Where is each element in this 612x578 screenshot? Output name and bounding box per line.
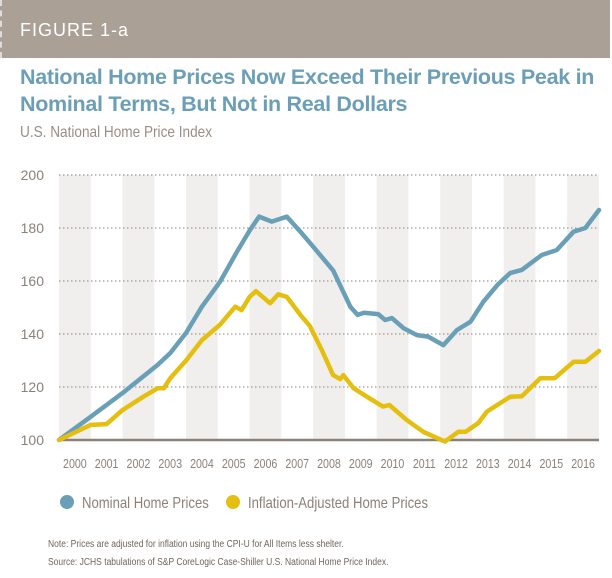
- figure-label: FIGURE 1-a: [20, 20, 130, 40]
- legend-marker: [226, 495, 240, 509]
- y-tick-label: 100: [21, 432, 45, 448]
- year-band: [59, 175, 91, 440]
- chart-subtitle: U.S. National Home Price Index: [20, 124, 212, 141]
- x-tick-label: 2012: [444, 456, 468, 471]
- legend-marker: [60, 495, 74, 509]
- source-text: Source: JCHS tabulations of S&P CoreLogi…: [48, 557, 389, 568]
- x-tick-label: 2006: [254, 456, 278, 471]
- y-tick-label: 120: [21, 379, 45, 395]
- x-tick-label: 2003: [158, 456, 182, 471]
- x-tick-label: 2016: [571, 456, 595, 471]
- x-tick-label: 2004: [190, 456, 214, 471]
- y-tick-label: 140: [21, 326, 45, 342]
- y-tick-label: 200: [21, 167, 45, 183]
- x-tick-label: 2013: [476, 456, 500, 471]
- x-tick-label: 2005: [222, 456, 246, 471]
- year-band: [376, 175, 409, 440]
- series-line-nominal: [56, 207, 602, 443]
- y-tick-label: 180: [21, 220, 45, 236]
- year-band: [249, 175, 282, 440]
- x-tick-label: 2001: [95, 456, 119, 471]
- x-tick-label: 2014: [508, 456, 532, 471]
- x-tick-label: 2002: [127, 456, 151, 471]
- chart-title: National Home Prices Now Exceed Their Pr…: [20, 65, 595, 116]
- x-tick-label: 2009: [349, 456, 373, 471]
- x-tick-label: 2010: [381, 456, 405, 471]
- figure-header-bar: FIGURE 1-a: [0, 0, 610, 58]
- x-tick-label: 2008: [317, 456, 341, 471]
- y-tick-label: 160: [21, 273, 45, 289]
- series-line-inflation-adjusted: [56, 288, 602, 444]
- x-tick-label: 2011: [413, 456, 436, 471]
- legend-label: Inflation-Adjusted Home Prices: [248, 495, 428, 512]
- legend-label: Nominal Home Prices: [82, 495, 209, 512]
- note-text: Note: Prices are adjusted for inflation …: [48, 539, 344, 550]
- x-tick-label: 2007: [285, 456, 309, 471]
- x-tick-label: 2000: [63, 456, 87, 471]
- year-band: [313, 175, 345, 440]
- x-tick-label: 2015: [540, 456, 564, 471]
- year-band: [440, 175, 472, 440]
